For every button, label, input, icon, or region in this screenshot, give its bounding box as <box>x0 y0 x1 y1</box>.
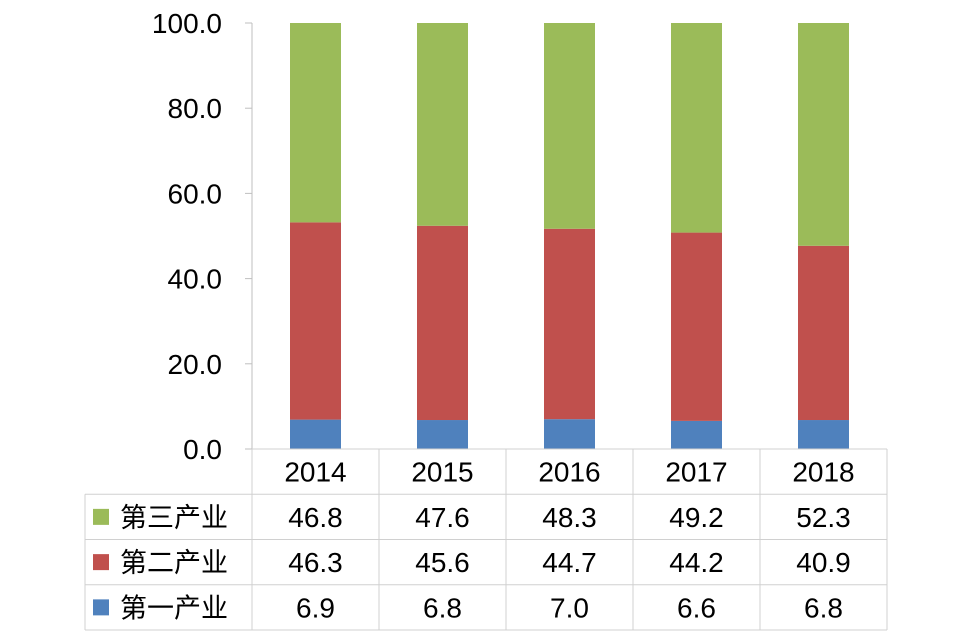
bar-segment-2016-s2 <box>544 228 595 420</box>
bar-segment-2014-s2 <box>290 222 341 420</box>
legend-swatch <box>93 599 109 616</box>
y-tick-label: 80.0 <box>168 93 223 124</box>
data-table-cell: 48.3 <box>542 502 597 533</box>
data-table-cell: 7.0 <box>550 592 589 623</box>
data-table-cell: 6.9 <box>296 592 335 623</box>
x-category-label: 2014 <box>284 457 346 488</box>
data-table-cell: 47.6 <box>415 502 470 533</box>
data-table-cell: 52.3 <box>796 502 851 533</box>
data-table-cell: 44.7 <box>542 547 597 578</box>
data-table-cell: 46.3 <box>288 547 343 578</box>
x-category-label: 2017 <box>665 457 727 488</box>
bar-segment-2017-s2 <box>671 232 722 421</box>
data-table-cell: 6.6 <box>677 592 716 623</box>
bar-segment-2017-s1 <box>671 420 722 449</box>
y-tick-label: 60.0 <box>168 178 223 209</box>
legend-label: 第三产业 <box>120 503 228 534</box>
bar-segment-2018-s2 <box>798 245 849 421</box>
y-tick-label: 100.0 <box>152 8 222 39</box>
data-table-cell: 44.2 <box>669 547 724 578</box>
bar-segment-2016-s1 <box>544 419 595 449</box>
data-table-cell: 49.2 <box>669 502 724 533</box>
data-table-cell: 45.6 <box>415 547 470 578</box>
legend-label: 第二产业 <box>120 548 228 579</box>
bar-segment-2018-s3 <box>798 23 849 246</box>
data-table-cell: 6.8 <box>804 592 843 623</box>
data-table-cell: 40.9 <box>796 547 851 578</box>
bar-segment-2016-s3 <box>544 23 595 229</box>
x-category-label: 2018 <box>792 457 854 488</box>
y-tick-label: 40.0 <box>168 264 223 295</box>
bar-segment-2018-s1 <box>798 420 849 449</box>
legend-label: 第一产业 <box>120 593 228 624</box>
bar-segment-2015-s2 <box>417 225 468 421</box>
legend-swatch <box>93 508 109 525</box>
data-table-cell: 46.8 <box>288 502 343 533</box>
bar-segment-2015-s3 <box>417 23 468 226</box>
bar-segment-2017-s3 <box>671 23 722 233</box>
x-category-label: 2015 <box>411 457 473 488</box>
y-tick-label: 20.0 <box>168 349 223 380</box>
data-table-cell: 6.8 <box>423 592 462 623</box>
bar-segment-2014-s1 <box>290 419 341 449</box>
bar-segment-2014-s3 <box>290 23 341 223</box>
bar-segment-2015-s1 <box>417 420 468 449</box>
legend-swatch <box>93 554 109 571</box>
y-tick-label: 0.0 <box>183 434 222 465</box>
x-category-label: 2016 <box>538 457 600 488</box>
